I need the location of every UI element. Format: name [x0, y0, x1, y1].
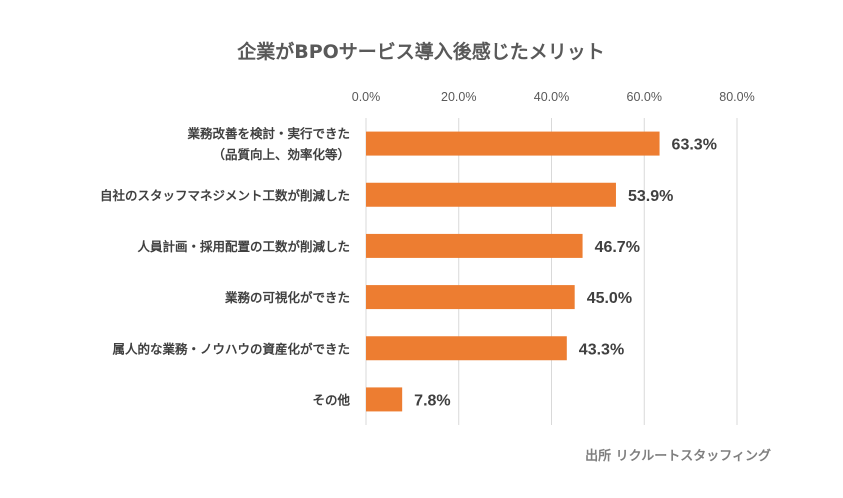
- x-tick-label: 20.0%: [441, 90, 476, 104]
- source-note: 出所 リクルートスタッフィング: [585, 448, 771, 464]
- bar: [366, 285, 575, 310]
- bar: [366, 131, 660, 156]
- x-axis-tick-labels: 0.0% 20.0% 40.0% 60.0% 80.0%: [352, 90, 755, 104]
- category-label: その他: [312, 392, 350, 407]
- chart-title: 企業がBPOサービス導入後感じたメリット: [236, 40, 605, 63]
- bar: [366, 233, 583, 258]
- category-label: 業務の可視化ができた: [224, 290, 350, 305]
- category-label: 業務改善を検討・実行できた（品質向上、効率化等）: [186, 126, 350, 162]
- value-labels: 63.3% 53.9% 46.7% 45.0% 43.3% 7.8%: [414, 137, 717, 410]
- value-label: 7.8%: [414, 392, 450, 409]
- category-labels: 業務改善を検討・実行できた（品質向上、効率化等） 自社のスタッフマネジメント工数が…: [100, 126, 351, 407]
- value-label: 45.0%: [587, 290, 632, 307]
- category-label: 属人的な業務・ノウハウの資産化ができた: [112, 341, 350, 356]
- value-label: 46.7%: [595, 239, 640, 256]
- value-label: 43.3%: [579, 341, 624, 358]
- x-tick-label: 60.0%: [627, 90, 662, 104]
- x-tick-label: 80.0%: [719, 90, 754, 104]
- category-label: 人員計画・採用配置の工数が削減した: [137, 239, 350, 254]
- value-label: 63.3%: [672, 137, 717, 154]
- bar: [366, 336, 567, 361]
- bars: [366, 131, 660, 412]
- bar: [366, 182, 616, 207]
- category-label: 自社のスタッフマネジメント工数が削減した: [100, 188, 350, 203]
- bar: [366, 387, 403, 412]
- x-tick-label: 0.0%: [352, 90, 381, 104]
- x-tick-label: 40.0%: [534, 90, 569, 104]
- value-label: 53.9%: [628, 188, 673, 205]
- gridlines: [365, 118, 738, 425]
